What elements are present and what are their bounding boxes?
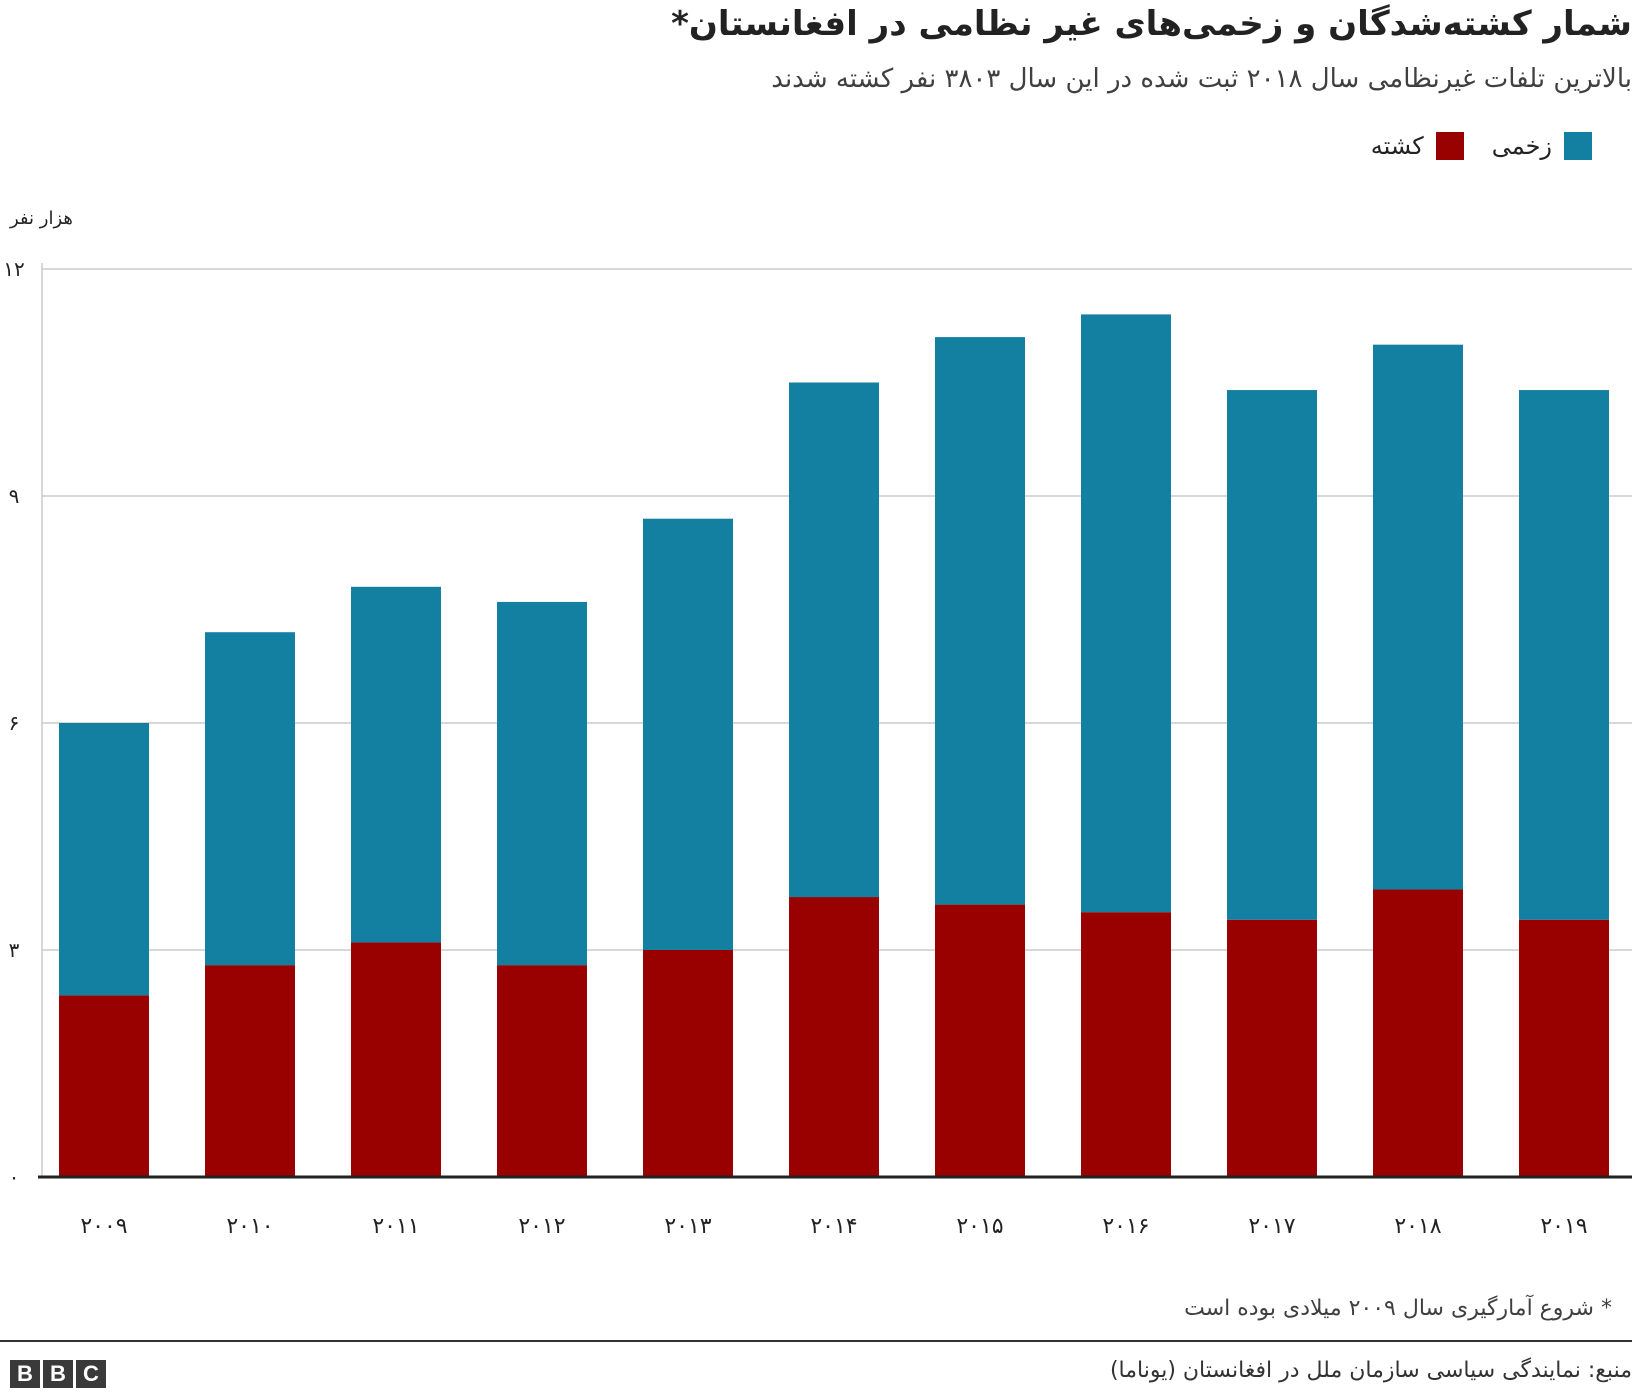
bar-killed — [789, 897, 879, 1177]
bbc-logo: B B C — [10, 1360, 106, 1388]
chart-legend: زخمی کشته — [1343, 132, 1592, 160]
x-tick-label: ۲۰۱۲ — [518, 1214, 565, 1239]
y-tick-label: ۳ — [9, 938, 20, 962]
legend-swatch-injured — [1564, 132, 1592, 160]
bar-killed — [205, 965, 295, 1177]
bar-injured — [1081, 314, 1171, 913]
bar-injured — [643, 518, 733, 950]
bar-killed — [1373, 889, 1463, 1177]
footnote: * شروع آمارگیری سال ۲۰۰۹ میلادی بوده است — [1184, 1296, 1612, 1321]
bar-injured — [59, 723, 149, 996]
legend-item-injured: زخمی — [1492, 132, 1592, 160]
bar-killed — [351, 942, 441, 1177]
bar-injured — [1373, 344, 1463, 890]
footer-divider — [0, 1340, 1632, 1342]
legend-swatch-killed — [1435, 132, 1464, 160]
legend-label-injured: زخمی — [1491, 132, 1552, 160]
x-tick-label: ۲۰۱۷ — [1248, 1214, 1295, 1239]
bar-injured — [1519, 390, 1609, 920]
x-tick-label: ۲۰۱۴ — [810, 1214, 857, 1239]
source-note: منبع: نمایندگی سیاسی سازمان ملل در افغان… — [1109, 1358, 1632, 1383]
x-tick-label: ۲۰۱۵ — [956, 1214, 1003, 1239]
y-tick-label: ۶ — [9, 711, 20, 735]
bar-killed — [497, 965, 587, 1177]
bar-killed — [1227, 919, 1317, 1177]
legend-item-killed: کشته — [1371, 132, 1464, 160]
y-tick-label: ۱۲ — [3, 257, 24, 281]
y-axis-unit-label: هزار نفر — [10, 208, 73, 229]
x-tick-label: ۲۰۰۹ — [80, 1214, 127, 1239]
y-tick-label: ۰ — [9, 1165, 20, 1189]
bar-injured — [205, 632, 295, 966]
legend-label-killed: کشته — [1370, 132, 1424, 160]
x-tick-label: ۲۰۱۶ — [1102, 1214, 1149, 1239]
bbc-logo-letter: C — [76, 1360, 106, 1388]
chart-subtitle: بالاترین تلفات غیرنظامی سال ۲۰۱۸ ثبت شده… — [771, 64, 1632, 94]
bbc-logo-letter: B — [10, 1360, 40, 1388]
bar-injured — [351, 586, 441, 943]
bar-killed — [1081, 912, 1171, 1177]
bbc-logo-letter: B — [43, 1360, 73, 1388]
x-tick-label: ۲۰۱۹ — [1540, 1214, 1587, 1239]
x-tick-label: ۲۰۱۳ — [664, 1214, 711, 1239]
bar-killed — [59, 995, 149, 1177]
bar-killed — [643, 950, 733, 1177]
x-tick-label: ۲۰۱۸ — [1394, 1214, 1441, 1239]
chart-title: شمار کشته‌شدگان و زخمی‌های غیر نظامی در … — [671, 4, 1632, 44]
stacked-bar-chart: ۰ ۳ ۶ ۹ ۱۲ ۲۰۰۹ ۲۰۱۰ ۲۰۱۱ ۲۰۱۲ ۲۰۱۳ ۲۰۱۴ ۲۰۱۵ ۲۰۱۶ ۲۰… — [3, 257, 1632, 1239]
x-tick-label: ۲۰۱۱ — [372, 1214, 419, 1239]
bar-injured — [497, 601, 587, 966]
bar-killed — [1519, 919, 1609, 1177]
y-tick-label: ۹ — [9, 484, 20, 508]
x-tick-label: ۲۰۱۰ — [226, 1214, 273, 1239]
bar-injured — [1227, 390, 1317, 920]
bar-injured — [789, 382, 879, 898]
bar-killed — [935, 904, 1025, 1177]
bar-injured — [935, 337, 1025, 905]
